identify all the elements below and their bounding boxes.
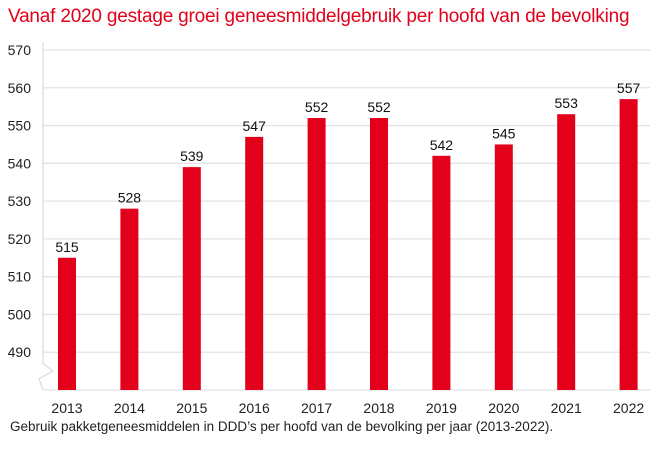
bar-2013: [58, 257, 76, 390]
x-tick-label: 2017: [301, 400, 332, 416]
data-label: 539: [180, 148, 204, 164]
data-label: 552: [305, 99, 329, 115]
x-tick-label: 2019: [426, 400, 457, 416]
data-label: 547: [243, 118, 267, 134]
y-tick-label: 500: [8, 306, 32, 322]
x-tick-label: 2016: [239, 400, 270, 416]
x-tick-label: 2021: [551, 400, 582, 416]
x-tick-label: 2022: [613, 400, 644, 416]
bar-2019: [432, 155, 451, 390]
x-tick-label: 2015: [176, 400, 207, 416]
bar-2021: [557, 114, 576, 390]
y-tick-label: 570: [8, 42, 32, 58]
bar-2020: [494, 144, 513, 390]
data-label: 542: [430, 137, 454, 153]
y-tick-label: 560: [8, 80, 32, 96]
chart-caption: Gebruik pakketgeneesmiddelen in DDD’s pe…: [10, 419, 554, 434]
y-tick-label: 540: [8, 155, 32, 171]
data-label: 528: [118, 190, 142, 206]
x-tick-label: 2018: [363, 400, 394, 416]
data-label: 552: [367, 99, 391, 115]
y-tick-label: 490: [8, 344, 32, 360]
x-tick-label: 2014: [114, 400, 145, 416]
bar-2016: [245, 136, 264, 390]
y-tick-label: 550: [8, 118, 32, 134]
bar-2018: [370, 118, 388, 390]
bar-2022: [619, 99, 638, 390]
y-tick-label: 530: [8, 193, 32, 209]
data-label: 515: [55, 239, 79, 255]
bar-2015: [182, 167, 201, 390]
data-label: 557: [617, 80, 641, 96]
bar-2017: [307, 118, 326, 390]
x-tick-label: 2013: [51, 400, 82, 416]
y-tick-label: 510: [8, 269, 32, 285]
chart-title: Vanaf 2020 gestage groei geneesmiddelgeb…: [8, 6, 630, 27]
y-tick-label: 520: [8, 231, 32, 247]
x-tick-label: 2020: [488, 400, 519, 416]
data-label: 545: [492, 125, 516, 141]
data-label: 553: [555, 95, 579, 111]
bar-2014: [120, 208, 139, 390]
y-axis-break: [38, 42, 55, 391]
